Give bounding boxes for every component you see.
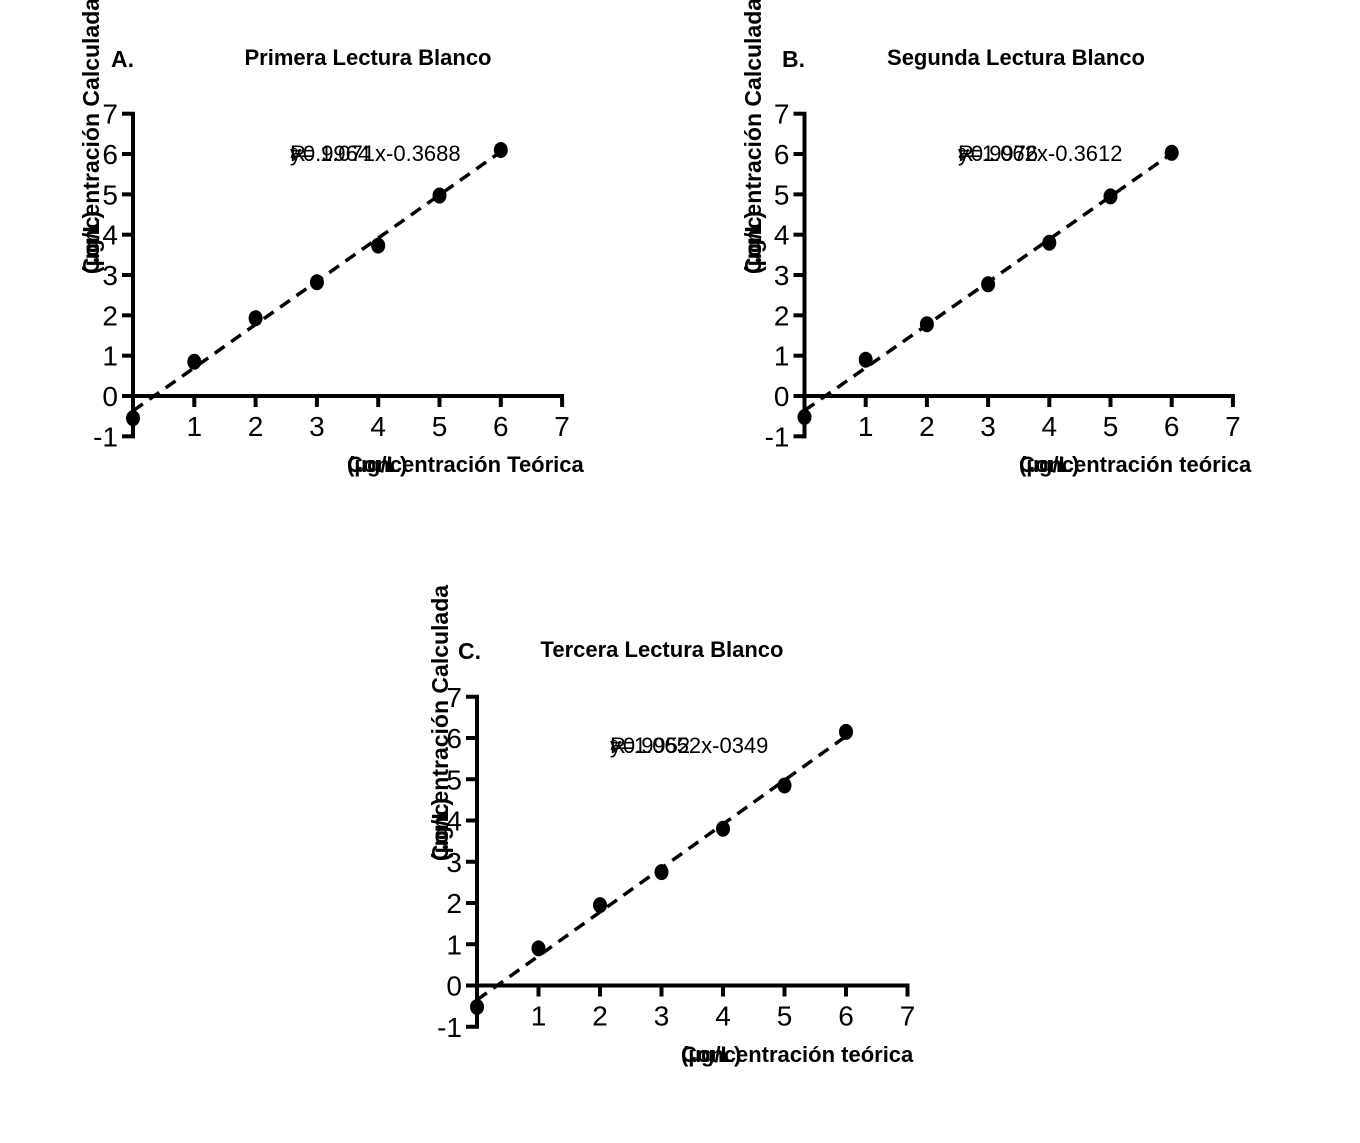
trend-line [475, 732, 851, 1002]
y-tick-label: -1 [765, 421, 790, 452]
x-tick-label: 6 [493, 411, 509, 442]
x-tick-label: 3 [980, 411, 996, 442]
x-tick-label: 1 [187, 411, 203, 442]
y-tick-label: 0 [446, 971, 462, 1002]
x-axis-label-units-c: (µg/L) [681, 1042, 742, 1067]
x-tick-label: 5 [432, 411, 448, 442]
data-point [716, 820, 730, 837]
y-tick-label: 1 [102, 341, 118, 372]
r-exponent-a: 2 [290, 145, 299, 162]
y-tick-label: 4 [774, 220, 790, 251]
chart-title-b: Segunda Lectura Blanco [887, 45, 1145, 70]
equation-line-b: y=1.062x-0.3612 [958, 141, 1123, 166]
r-base-b: R [958, 141, 974, 166]
x-tick-label: 2 [919, 411, 935, 442]
data-point [187, 353, 202, 370]
y-tick-label: 6 [774, 139, 790, 170]
data-point [126, 410, 140, 427]
data-point [981, 276, 996, 293]
r-base-c: R [610, 733, 626, 758]
y-axis-label-units-c: (µg/L) [427, 797, 453, 861]
y-tick-label: 0 [774, 381, 790, 412]
x-tick-label: 1 [531, 1001, 547, 1032]
data-point [797, 408, 812, 425]
equation-line-a: y= 1.071x-0.3688 [290, 141, 461, 166]
y-tick-label: 2 [774, 300, 790, 331]
y-tick-label: 5 [774, 179, 790, 210]
x-axis-label-text-a: Concentración Teórica [347, 452, 584, 477]
panel-letter-c: C. [458, 638, 481, 664]
y-tick-label: 1 [774, 341, 790, 372]
data-point [777, 777, 792, 794]
data-point [531, 940, 546, 957]
data-point [593, 897, 607, 914]
data-point [371, 237, 386, 254]
data-point [1103, 188, 1118, 205]
y-axis-label-units-a: (µg/L) [78, 210, 104, 274]
chart-title-a: Primera Lectura Blanco [244, 45, 492, 70]
x-tick-label: 1 [858, 411, 874, 442]
x-tick-label: 5 [1103, 411, 1119, 442]
x-tick-label: 3 [309, 411, 325, 442]
y-tick-label: 1 [446, 929, 462, 960]
r-value-b: =0.9976 [958, 141, 1039, 166]
r-exponent-c: 2 [610, 737, 619, 754]
y-tick-label: 0 [102, 381, 118, 412]
trend-line [131, 145, 508, 413]
data-point [1042, 234, 1057, 251]
x-tick-label: 7 [554, 411, 570, 442]
panel-letter-a: A. [111, 46, 134, 72]
r-value-a: =0.9964 [290, 141, 371, 166]
x-tick-label: 5 [777, 1001, 793, 1032]
x-tick-label: 6 [838, 1001, 854, 1032]
r-base-a: R [290, 141, 306, 166]
data-point [654, 864, 669, 881]
x-tick-label: 3 [654, 1001, 670, 1032]
equation-line-c: y=1.0652x-0349 [610, 733, 769, 758]
trend-line [803, 147, 1179, 413]
data-point [493, 141, 508, 158]
data-point [1164, 144, 1179, 161]
y-tick-label: -1 [93, 421, 118, 452]
x-tick-label: 4 [715, 1001, 731, 1032]
data-point [432, 187, 447, 204]
data-point [248, 310, 263, 327]
x-tick-label: 4 [1042, 411, 1058, 442]
chart-title-c: Tercera Lectura Blanco [540, 637, 784, 662]
panel-letter-b: B. [782, 46, 805, 72]
r-value-c: =0.9952 [610, 733, 691, 758]
x-tick-label: 6 [1164, 411, 1180, 442]
x-tick-label: 7 [1225, 411, 1241, 442]
data-point [839, 723, 853, 740]
x-tick-label: 2 [248, 411, 264, 442]
data-point [858, 351, 873, 368]
x-axis-label-text-b: Concentración teórica [1019, 452, 1252, 477]
x-tick-label: 4 [370, 411, 386, 442]
y-tick-label: 2 [102, 300, 118, 331]
y-tick-label: -1 [437, 1012, 462, 1043]
x-axis-label-units-b: (µg/L) [1019, 452, 1080, 477]
data-point [919, 316, 934, 333]
x-tick-label: 7 [900, 1001, 916, 1032]
r-exponent-b: 2 [958, 145, 967, 162]
y-tick-label: 7 [774, 99, 790, 130]
y-axis-label-units-b: (µg/L) [740, 210, 766, 274]
y-tick-label: 3 [774, 260, 790, 291]
data-point [309, 274, 324, 291]
x-axis-label-text-c: Concentración teórica [681, 1042, 914, 1067]
data-point [470, 998, 484, 1015]
x-axis-label-units-a: (µg/L) [347, 452, 408, 477]
x-tick-label: 2 [592, 1001, 608, 1032]
y-tick-label: 2 [446, 888, 462, 919]
